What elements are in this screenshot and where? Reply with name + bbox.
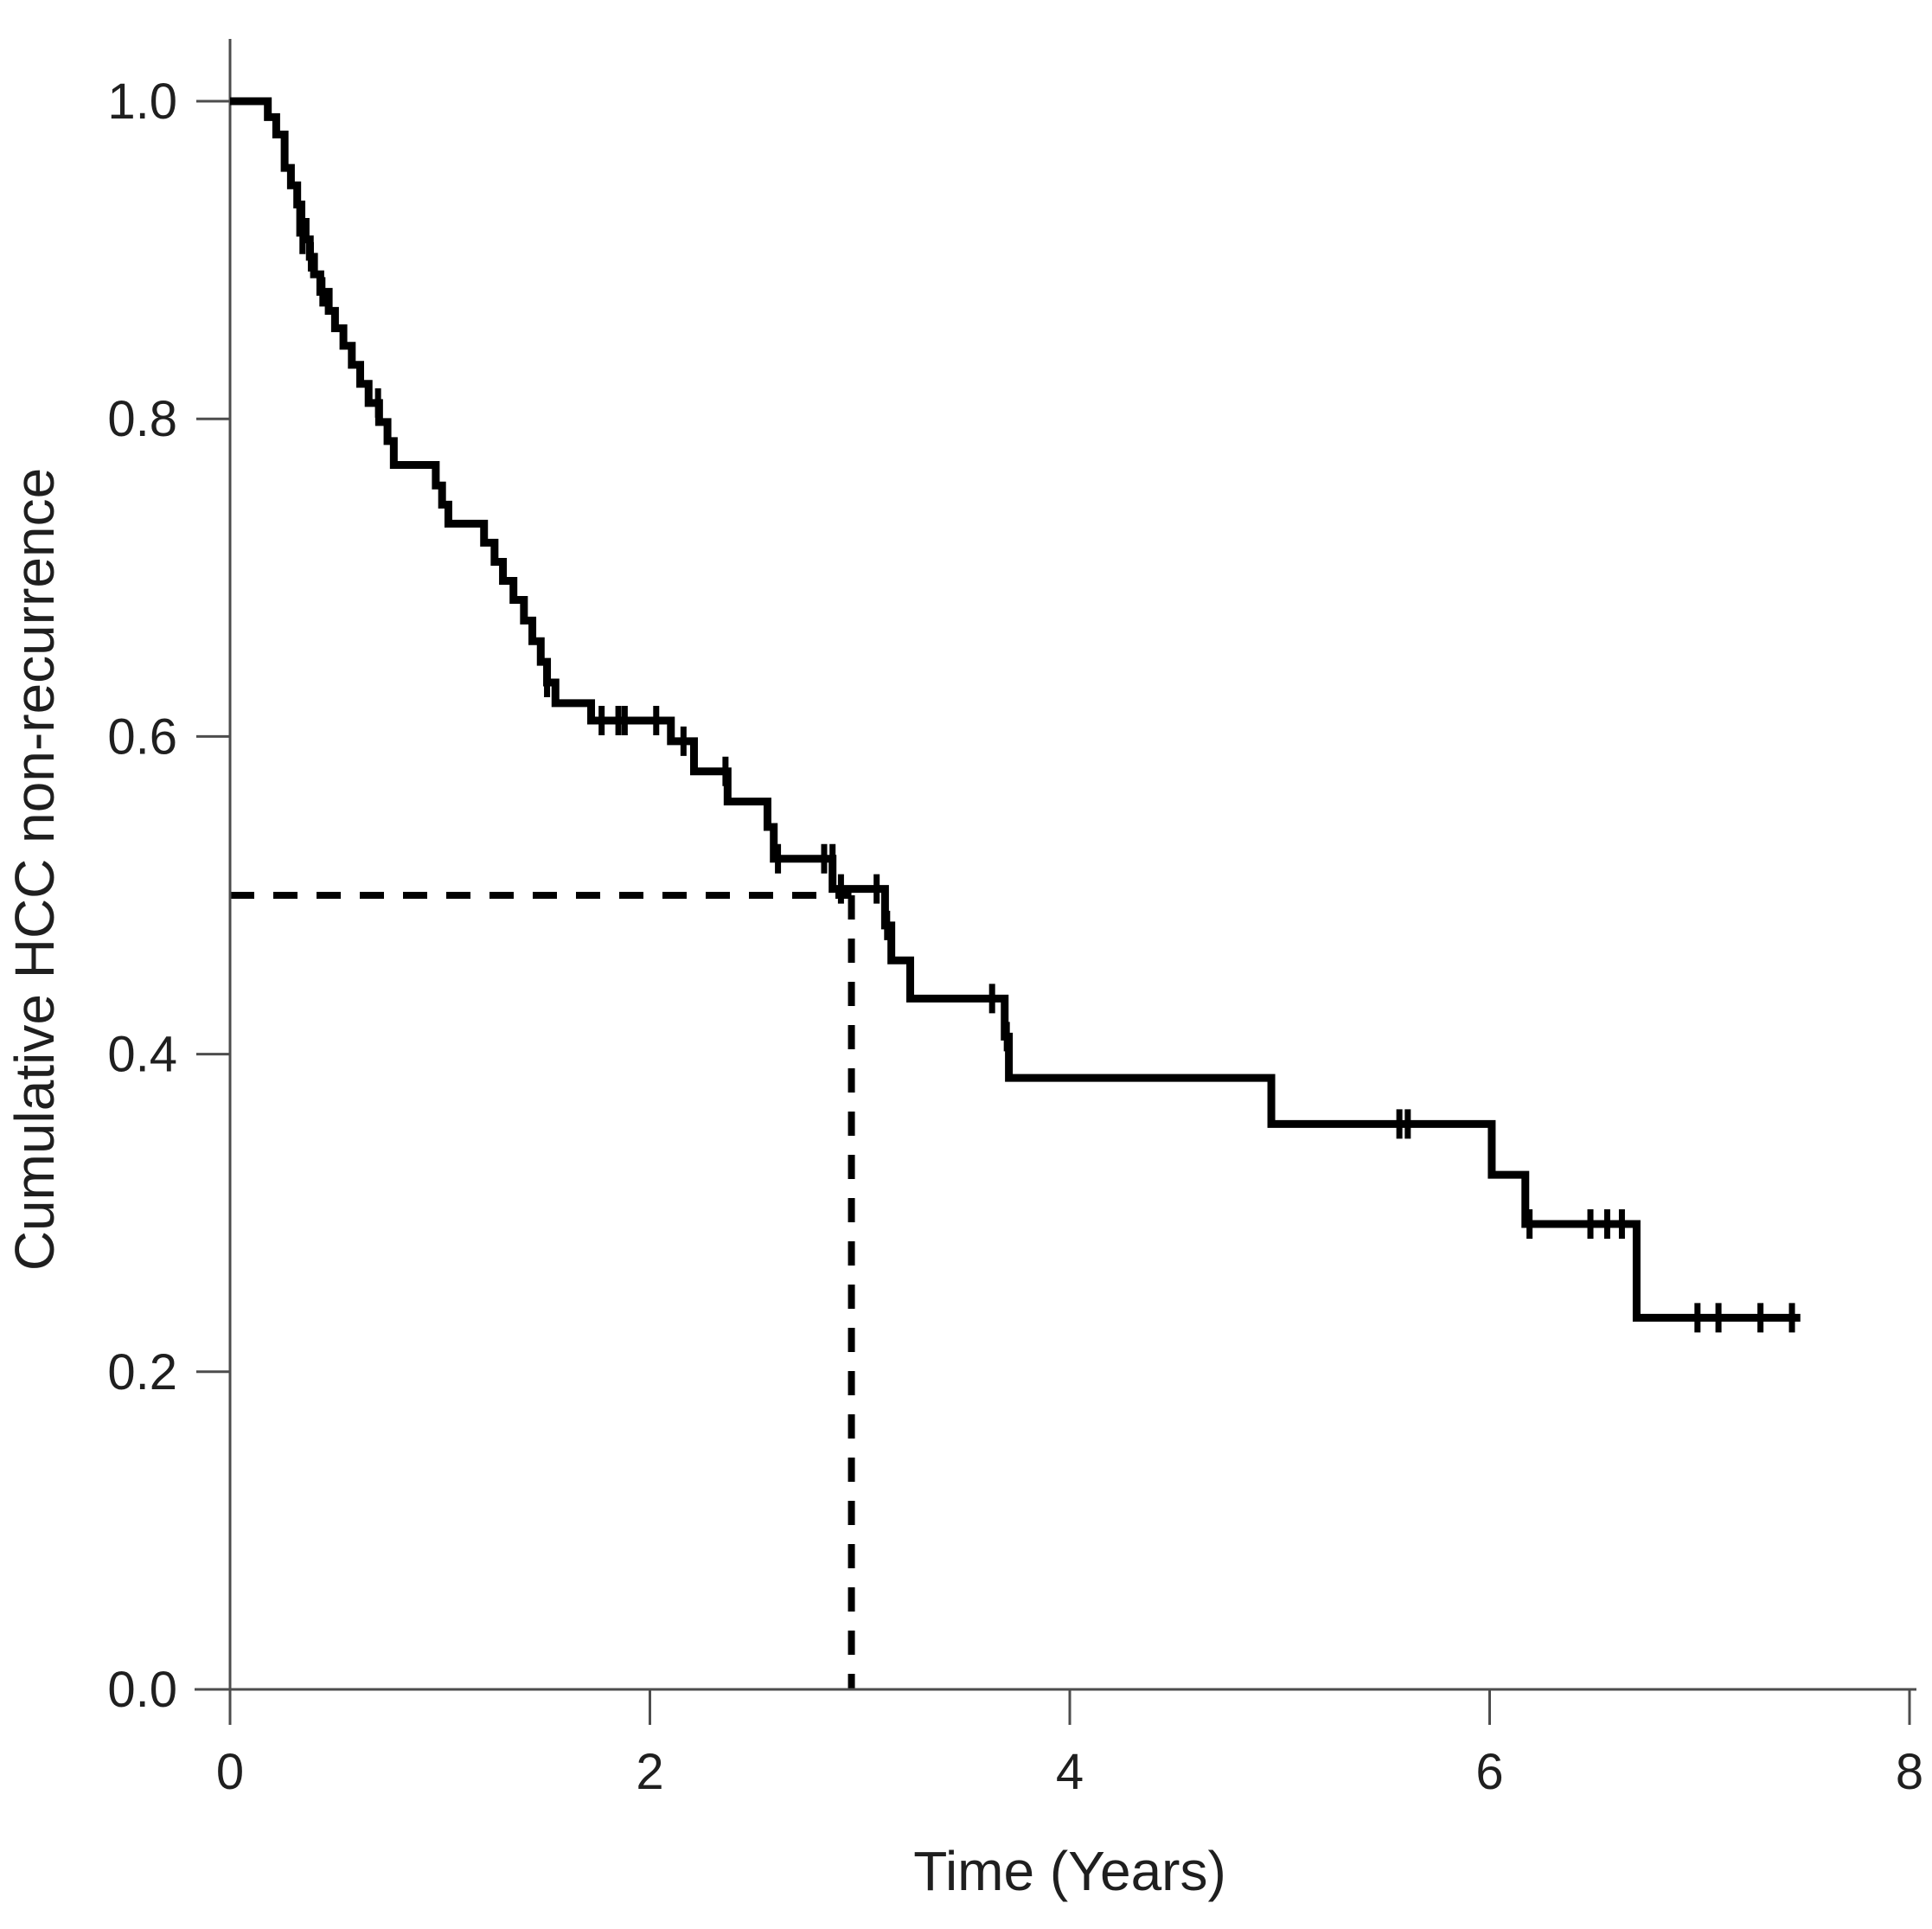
x-tick-label: 0: [216, 1744, 244, 1800]
y-tick-label: 0.4: [107, 1027, 177, 1083]
y-tick-label: 0.8: [107, 391, 177, 447]
y-tick-label: 0.0: [107, 1662, 177, 1718]
km-survival-curve: [230, 97, 1801, 1322]
median-dashed-lines: [230, 892, 855, 1689]
x-axis-ticks: 0 2 4 6 8: [216, 1689, 1923, 1800]
censor-marks: [296, 207, 1795, 1333]
axes: [195, 39, 1916, 1725]
x-axis-title: Time (Years): [913, 1840, 1226, 1902]
y-axis-title: Cumulative HCC non-recurrence: [3, 468, 66, 1271]
x-tick-label: 4: [1056, 1744, 1084, 1800]
y-axis-ticks: 0.0 0.2 0.4 0.6 0.8 1.0: [107, 74, 230, 1718]
x-tick-label: 2: [636, 1744, 663, 1800]
x-tick-label: 6: [1475, 1744, 1503, 1800]
y-tick-label: 1.0: [107, 74, 177, 130]
y-tick-label: 0.6: [107, 708, 177, 765]
y-tick-label: 0.2: [107, 1344, 177, 1400]
x-tick-label: 8: [1896, 1744, 1923, 1800]
